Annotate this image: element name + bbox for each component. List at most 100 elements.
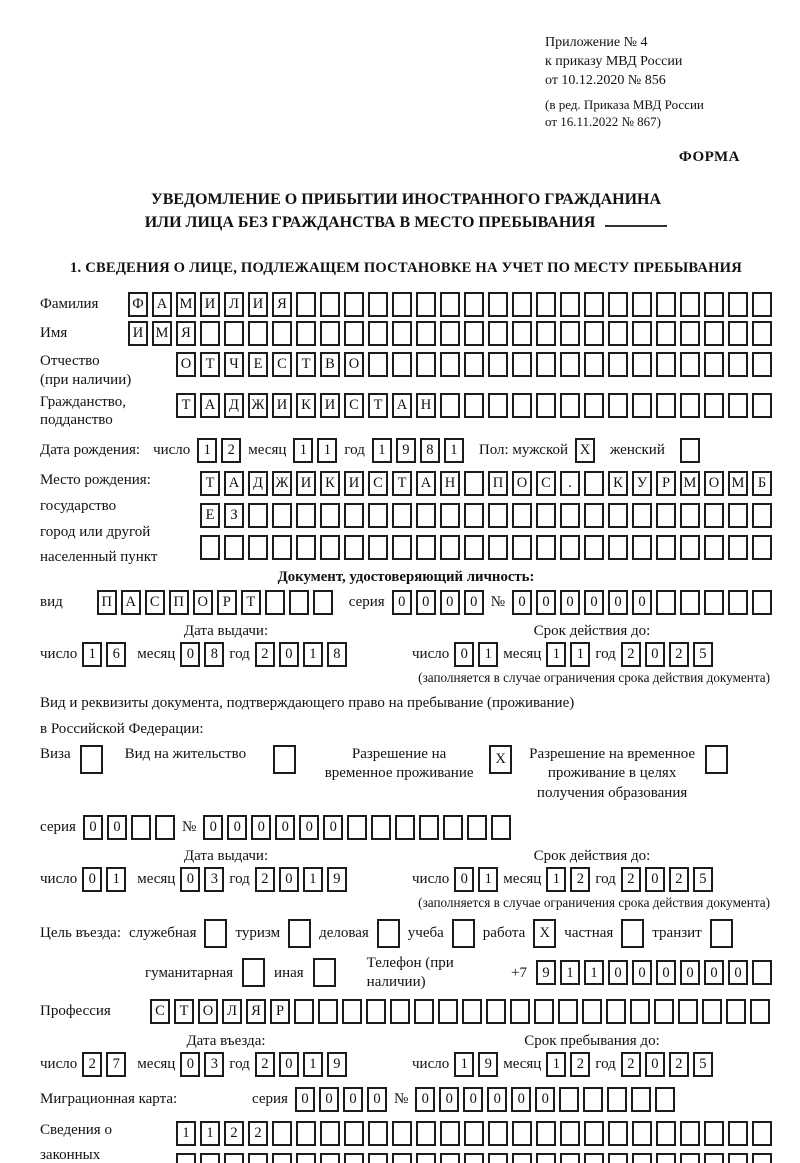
form-cell: И bbox=[320, 392, 340, 418]
form-cell bbox=[534, 998, 554, 1024]
form-cell: С bbox=[536, 471, 556, 497]
form-cell bbox=[728, 1120, 748, 1146]
form-cell bbox=[512, 535, 532, 561]
form-cell: Т bbox=[200, 471, 220, 497]
form-cell bbox=[392, 1120, 412, 1146]
form-cell: В bbox=[320, 352, 340, 378]
form-cell bbox=[584, 535, 604, 561]
form-cell bbox=[752, 503, 772, 529]
form-cell bbox=[752, 535, 772, 561]
form-cell: 0 bbox=[180, 642, 201, 668]
form-cell bbox=[704, 1152, 724, 1163]
option-temp-residence-education: Разрешение на временное проживание в цел… bbox=[528, 744, 729, 804]
form-cell: 9 bbox=[478, 1051, 499, 1077]
form-cell bbox=[368, 352, 388, 378]
form-cell bbox=[752, 590, 772, 616]
phone-prefix: +7 bbox=[511, 964, 527, 981]
form-cell bbox=[344, 503, 364, 529]
form-cell: 0 bbox=[278, 867, 299, 893]
residence-number-label: № bbox=[181, 819, 197, 836]
form-cell bbox=[656, 503, 676, 529]
form-cell: 1 bbox=[106, 867, 127, 893]
form-cell bbox=[488, 352, 508, 378]
form-cell bbox=[248, 503, 268, 529]
form-cell: 9 bbox=[326, 867, 347, 893]
form-cell: 2 bbox=[248, 1120, 268, 1146]
form-cell: М bbox=[680, 471, 700, 497]
form-cell: 1 bbox=[584, 960, 604, 986]
identity-validity-note: (заполняется в случае ограничения срока … bbox=[418, 670, 770, 686]
form-cell bbox=[344, 321, 364, 347]
form-cell bbox=[264, 590, 285, 616]
form-cell: 1 bbox=[293, 438, 314, 464]
form-cell: С bbox=[272, 352, 292, 378]
form-cell bbox=[560, 1152, 580, 1163]
residence-doc-intro1: Вид и реквизиты документа, подтверждающе… bbox=[40, 695, 575, 712]
form-cell bbox=[680, 590, 700, 616]
form-cell bbox=[680, 1152, 700, 1163]
form-cell bbox=[296, 321, 316, 347]
identity-issue-heading: Дата выдачи: bbox=[183, 623, 269, 640]
form-cell bbox=[320, 535, 340, 561]
form-cell: О bbox=[198, 998, 218, 1024]
form-cell: 0 bbox=[463, 590, 484, 616]
form-cell bbox=[320, 321, 340, 347]
form-cell: 2 bbox=[82, 1051, 103, 1077]
form-cell bbox=[440, 535, 460, 561]
form-cell bbox=[584, 1152, 604, 1163]
form-cell bbox=[395, 815, 416, 841]
form-cell bbox=[488, 535, 508, 561]
form-cell: 0 bbox=[415, 590, 436, 616]
regulation-line: к приказу МВД России bbox=[545, 53, 683, 69]
form-cell: 0 bbox=[536, 590, 556, 616]
form-cell bbox=[248, 321, 268, 347]
form-cell bbox=[248, 1152, 268, 1163]
residence-issue-heading: Дата выдачи: bbox=[183, 848, 269, 865]
form-cell: С bbox=[368, 471, 388, 497]
form-cell: 1 bbox=[317, 438, 338, 464]
form-cell: Е bbox=[200, 503, 220, 529]
form-cell: И bbox=[344, 471, 364, 497]
form-cell: А bbox=[120, 590, 141, 616]
form-cell bbox=[438, 998, 458, 1024]
form-cell bbox=[320, 503, 340, 529]
form-cell bbox=[608, 321, 628, 347]
birthplace-block: Место рождения: государство город или др… bbox=[40, 471, 772, 567]
form-cell bbox=[726, 998, 746, 1024]
form-cell bbox=[583, 1086, 604, 1112]
purpose-study-checkbox bbox=[451, 919, 475, 949]
form-cell: 2 bbox=[668, 642, 689, 668]
form-cell bbox=[312, 590, 333, 616]
form-cell bbox=[584, 1120, 604, 1146]
form-cell bbox=[464, 535, 484, 561]
form-cell bbox=[296, 503, 316, 529]
form-cell: Т bbox=[296, 352, 316, 378]
form-cell: 0 bbox=[454, 867, 475, 893]
amendment-reference: (в ред. Приказа МВД России от 16.11.2022… bbox=[545, 96, 772, 131]
form-cell bbox=[607, 1086, 628, 1112]
form-cell bbox=[656, 1120, 676, 1146]
residence-date-headings: Дата выдачи: Срок действия до: bbox=[40, 848, 772, 865]
form-cell: Д bbox=[224, 392, 244, 418]
form-cell: М bbox=[176, 292, 196, 318]
form-cell bbox=[680, 392, 700, 418]
form-cell: 0 bbox=[608, 590, 628, 616]
form-cell: 1 bbox=[200, 1120, 220, 1146]
form-cell bbox=[320, 1152, 340, 1163]
form-cell: З bbox=[224, 503, 244, 529]
form-cell: 2 bbox=[254, 867, 275, 893]
form-cell bbox=[632, 321, 652, 347]
form-cell bbox=[488, 1152, 508, 1163]
residence-valid-heading: Срок действия до: bbox=[533, 848, 651, 865]
form-cell bbox=[656, 535, 676, 561]
form-cell bbox=[288, 919, 312, 949]
form-cell: 8 bbox=[204, 642, 225, 668]
